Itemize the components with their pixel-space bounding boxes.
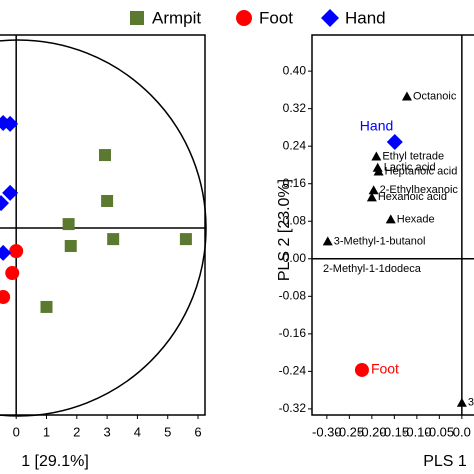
marker-triangle xyxy=(368,185,379,195)
x-tick-label: 0.0 xyxy=(453,424,471,439)
y-tick-label: -0.32 xyxy=(279,401,307,415)
marker-square xyxy=(64,240,77,253)
marker-diamond xyxy=(2,184,19,201)
point-label: Octanoic xyxy=(413,90,457,102)
y-tick-label: 0.40 xyxy=(283,63,307,77)
x-tick-label: -0.30 xyxy=(312,424,342,439)
marker-square xyxy=(40,300,53,313)
x-tick-label: 3 xyxy=(103,424,110,439)
marker-triangle xyxy=(456,397,467,407)
x-tick-label: -0.25 xyxy=(335,424,365,439)
annotation: 2-Methyl-1-1dodeca xyxy=(323,263,422,275)
x-axis-label: PLS 1 xyxy=(423,453,467,470)
legend-label: Hand xyxy=(345,8,386,27)
marker-triangle xyxy=(373,166,384,176)
x-tick-label: -0.20 xyxy=(357,424,387,439)
marker-triangle xyxy=(366,192,377,202)
y-tick-label: 0.32 xyxy=(283,101,307,115)
marker-triangle xyxy=(385,214,396,224)
y-tick-label: 0.00 xyxy=(283,251,307,265)
marker-circle xyxy=(5,266,20,281)
marker-square xyxy=(130,11,144,25)
point-label: Hexade xyxy=(397,213,435,225)
point-label: 3 xyxy=(468,397,474,409)
marker-diamond xyxy=(0,195,10,212)
point-label: Hexanoic acid xyxy=(378,191,447,203)
y-axis-label: PLS 2 [23.0%] xyxy=(276,179,293,281)
confidence-circle xyxy=(0,39,207,417)
marker-circle xyxy=(0,290,11,305)
y-tick-label: -0.16 xyxy=(279,326,307,340)
y-tick-label: 0.16 xyxy=(283,176,307,190)
marker-diamond xyxy=(386,133,403,150)
marker-circle xyxy=(236,10,252,26)
marker-circle xyxy=(354,362,369,377)
marker-square xyxy=(107,233,120,246)
y-tick-label: -0.08 xyxy=(279,288,307,302)
legend-label: Armpit xyxy=(152,8,201,27)
x-tick-label: 0 xyxy=(13,424,20,439)
x-tick-label: 5 xyxy=(164,424,171,439)
marker-square xyxy=(98,149,111,162)
marker-triangle xyxy=(371,151,382,161)
y-tick-label: 0.08 xyxy=(283,213,307,227)
marker-triangle xyxy=(322,236,333,246)
y-tick-label: -0.24 xyxy=(279,364,307,378)
marker-square xyxy=(62,218,75,231)
x-tick-label: 1 xyxy=(43,424,50,439)
plot-frame xyxy=(311,34,474,416)
marker-diamond xyxy=(0,244,12,261)
x-tick-label: -0.10 xyxy=(402,424,432,439)
point-label: 2-Ethylhexanoic xyxy=(380,184,459,196)
x-tick-label: 4 xyxy=(134,424,141,439)
x-tick-label: -0.15 xyxy=(380,424,410,439)
x-tick-label: 6 xyxy=(194,424,201,439)
series-label: Foot xyxy=(371,361,399,377)
legend-label: Foot xyxy=(259,8,293,27)
x-axis-label: 1 [29.1%] xyxy=(21,453,89,470)
point-label: Lactic acid xyxy=(384,162,436,174)
y-tick-label: 0.24 xyxy=(283,138,307,152)
marker-square xyxy=(101,194,114,207)
point-label: Ethyl tetrade xyxy=(382,150,444,162)
marker-triangle xyxy=(401,91,412,101)
x-tick-label: 2 xyxy=(73,424,80,439)
x-tick-label: -0.05 xyxy=(425,424,455,439)
marker-square xyxy=(179,233,192,246)
marker-circle xyxy=(9,244,24,259)
plot-frame xyxy=(0,34,206,416)
marker-diamond xyxy=(321,9,339,27)
series-label: Hand xyxy=(360,118,393,134)
marker-diamond xyxy=(2,115,19,132)
point-label: 3-Methyl-1-butanol xyxy=(334,235,426,247)
point-label: Heptanoic acid xyxy=(385,165,458,177)
